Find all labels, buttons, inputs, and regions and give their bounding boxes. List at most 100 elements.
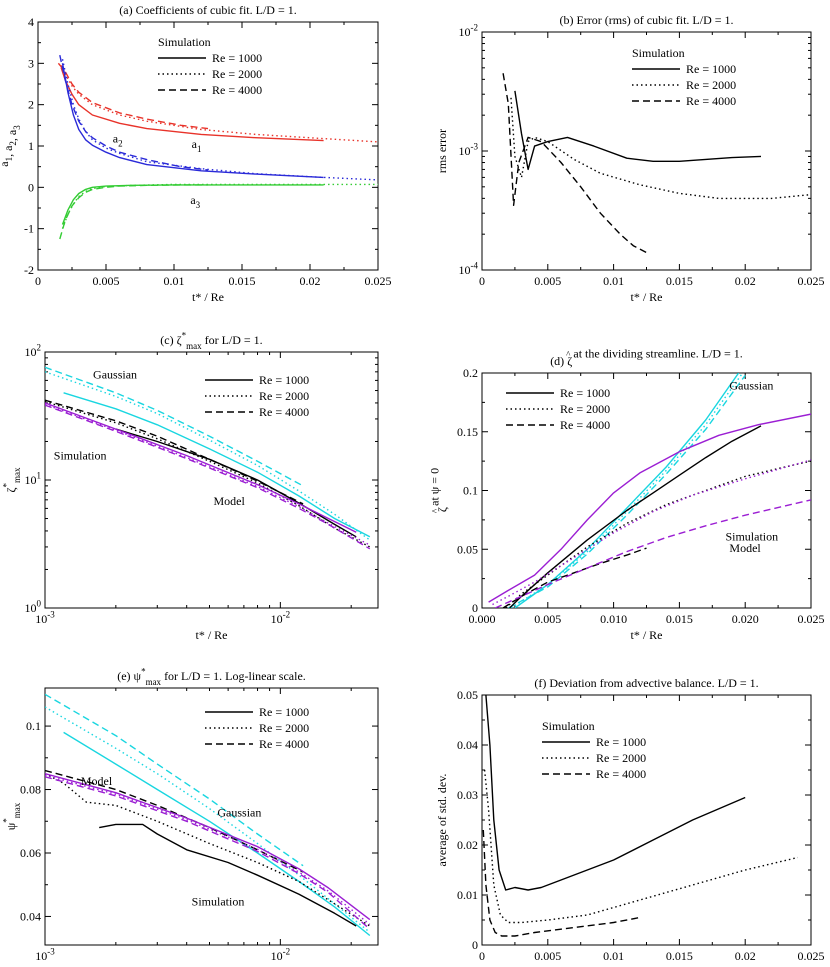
plot-frame xyxy=(481,31,812,271)
x-axis: 0.000 0.005 0.010 0.015 0.020 0.025 xyxy=(469,373,825,626)
x-axis: 0 0.005 0.01 0.015 0.02 0.025 xyxy=(479,32,825,288)
y-axis-label: ψ*max xyxy=(2,802,22,830)
series-line xyxy=(45,400,371,548)
y-tick-label: 4 xyxy=(28,15,34,29)
x-tick-label: 0.01 xyxy=(164,274,185,288)
annotation-label: Gaussian xyxy=(217,806,261,820)
x-tick-label: 0 xyxy=(479,274,485,288)
x-tick-label: 0.025 xyxy=(798,274,825,288)
y-axis-label: average of std. dev. xyxy=(435,774,449,867)
series-line xyxy=(45,773,371,921)
series-line xyxy=(45,371,371,541)
series-line xyxy=(60,67,324,142)
series-line xyxy=(485,695,746,891)
y-tick-label: 0.06 xyxy=(20,846,41,860)
x-tick-label: 0.02 xyxy=(735,274,756,288)
chart-panel-a: (a) Coefficients of cubic fit. L/D = 1. 0… xyxy=(0,3,392,304)
x-tick-label: 0.01 xyxy=(603,949,624,963)
chart-panel-d: (d) ζ^ at the dividing streamline. L/D =… xyxy=(428,347,825,642)
legend-label: Re = 1000 xyxy=(596,735,646,749)
plot-frame xyxy=(44,351,379,609)
y-tick-label: 0.2 xyxy=(463,366,478,380)
annotation-label: Simulation xyxy=(192,895,245,909)
series-line xyxy=(482,829,641,937)
x-tick-label: 10-3 xyxy=(35,947,55,963)
y-tick-label: 0.1 xyxy=(463,484,478,498)
annotation-label: Simulation xyxy=(725,529,778,543)
series-line xyxy=(99,823,357,927)
legend-label: Re = 4000 xyxy=(259,737,309,751)
legend-label: Re = 4000 xyxy=(560,418,610,432)
x-axis-label: t* / Re xyxy=(631,290,663,304)
y-tick-label: 0.05 xyxy=(457,542,478,556)
legend-label: Re = 2000 xyxy=(259,721,309,735)
legend-label: Re = 4000 xyxy=(686,94,736,108)
legend-label: Re = 4000 xyxy=(596,767,646,781)
y-axis: 0 0.01 0.02 0.03 0.04 0.05 xyxy=(457,688,811,952)
x-tick-label: 0.025 xyxy=(365,274,392,288)
plot-frame xyxy=(44,687,379,946)
y-axis: 0.04 0.06 0.08 0.1 xyxy=(20,719,378,923)
x-tick-label: 0.005 xyxy=(93,274,120,288)
y-tick-label: 0.01 xyxy=(457,888,478,902)
y-tick-label: 10-2 xyxy=(459,23,479,39)
x-tick-label: 0.010 xyxy=(600,612,627,626)
series-line xyxy=(509,425,762,608)
chart-title: (c) ζ*max for L/D = 1. xyxy=(160,331,262,351)
legend-label: Re = 4000 xyxy=(212,83,262,97)
series-line xyxy=(488,413,811,603)
y-axis-label: rms error xyxy=(435,129,449,173)
annotation-label: a2 xyxy=(113,132,123,149)
y-tick-label: 2 xyxy=(28,98,34,112)
chart-panel-b: (b) Error (rms) of cubic fit. L/D = 1. 0 0… xyxy=(435,13,825,304)
series-line xyxy=(63,392,371,538)
y-tick-label: 0.15 xyxy=(457,425,478,439)
legend: Re = 1000 Re = 2000 Re = 4000 xyxy=(205,705,309,751)
series-line xyxy=(502,73,647,254)
x-tick-label: 10-3 xyxy=(35,610,55,626)
series-line xyxy=(61,63,324,179)
series-line xyxy=(115,428,357,538)
legend-label: Re = 1000 xyxy=(259,373,309,387)
y-axis: 10-4 10-3 10-2 xyxy=(459,23,811,277)
y-tick-label: 0 xyxy=(28,180,34,194)
annotation-label: Gaussian xyxy=(729,378,773,392)
x-tick-label: 0.015 xyxy=(666,612,693,626)
y-axis-label: a1, a2, a3 xyxy=(0,125,22,167)
x-axis-label: t* / Re xyxy=(631,628,663,642)
x-axis-label: (t* - T*) / Re xyxy=(615,965,678,967)
x-tick-label: 0 xyxy=(479,949,485,963)
annotation-label: a1 xyxy=(192,137,202,154)
y-axis-label: ζ^ at ψ = 0 xyxy=(428,468,449,513)
y-tick-label: -2 xyxy=(24,263,34,277)
chart-title: (a) Coefficients of cubic fit. L/D = 1. xyxy=(119,3,297,17)
legend: Re = 1000 Re = 2000 Re = 4000 xyxy=(205,373,309,419)
x-axis-label: t* / Re xyxy=(196,965,228,967)
annotation-label: a3 xyxy=(190,193,200,210)
plot-frame xyxy=(37,21,379,271)
series-line xyxy=(505,460,811,608)
x-axis: 10-3 10-2 xyxy=(35,688,352,963)
chart-panel-f: (f) Deviation from advective balance. L/… xyxy=(435,676,825,967)
x-tick-label: 0.025 xyxy=(798,612,825,626)
series-group xyxy=(488,373,811,608)
x-tick-label: 0 xyxy=(35,274,41,288)
x-tick-label: 0.015 xyxy=(666,949,693,963)
y-tick-label: 0.05 xyxy=(457,688,478,702)
series-line xyxy=(45,693,304,867)
legend-label: Re = 1000 xyxy=(259,705,309,719)
legend-label: Re = 1000 xyxy=(560,386,610,400)
x-tick-label: 0.005 xyxy=(534,274,561,288)
series-line xyxy=(510,97,811,200)
legend-title: Simulation xyxy=(632,46,685,60)
y-axis: 0 0.05 0.1 0.15 0.2 xyxy=(457,366,811,615)
series-line xyxy=(45,402,357,533)
annotation-label: Model xyxy=(81,774,113,788)
x-tick-label: 0.02 xyxy=(735,949,756,963)
chart-title: (d) ζ^ at the dividing streamline. L/D =… xyxy=(550,347,743,368)
x-axis-label: t* / Re xyxy=(192,290,224,304)
chart-title: (b) Error (rms) of cubic fit. L/D = 1. xyxy=(559,13,733,27)
series-line xyxy=(45,366,304,487)
series-line xyxy=(57,62,209,130)
